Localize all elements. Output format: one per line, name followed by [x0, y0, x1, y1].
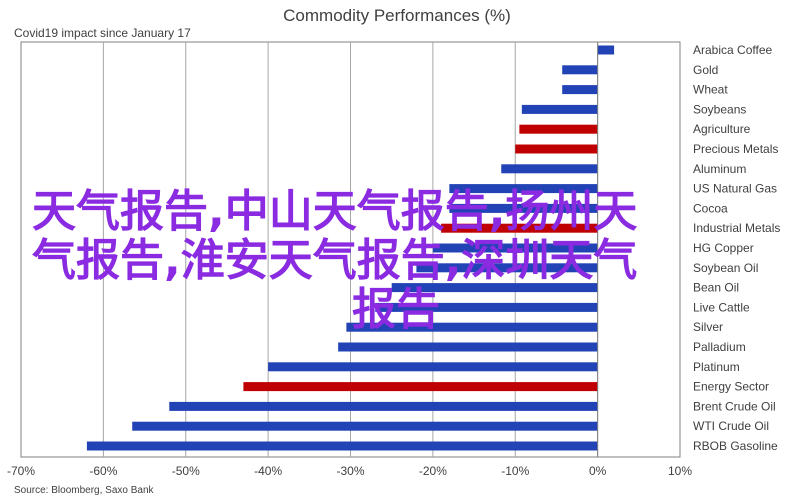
x-tick-label: -30% [336, 464, 364, 478]
bar [86, 441, 598, 451]
category-label: Cocoa [693, 201, 728, 215]
bar [268, 362, 598, 372]
bar [441, 223, 598, 233]
bars [86, 45, 615, 451]
bar [449, 203, 598, 213]
x-tick-label: -60% [89, 464, 117, 478]
bar [562, 65, 598, 75]
bar [169, 401, 598, 411]
category-label: Energy Sector [693, 380, 769, 394]
category-label: Aluminum [693, 162, 746, 176]
bar [132, 421, 598, 431]
category-label: Wheat [693, 83, 728, 97]
category-label: Arabica Coffee [693, 43, 772, 57]
bar [243, 382, 598, 392]
x-tick-label: -20% [419, 464, 447, 478]
category-label: Palladium [693, 340, 746, 354]
category-label: Soybean Oil [693, 261, 758, 275]
overlay-line-3: 报告 [352, 284, 440, 335]
category-label: Platinum [693, 360, 740, 374]
category-label: HG Copper [693, 241, 754, 255]
chart-source: Source: Bloomberg, Saxo Bank [14, 485, 155, 496]
x-tick-labels: -70% -60% -50% -40% -30% -20% -10% 0% 10% [7, 464, 692, 478]
category-label: Brent Crude Oil [693, 399, 776, 413]
bar [597, 45, 615, 55]
x-tick-label: -70% [7, 464, 35, 478]
category-label: Precious Metals [693, 142, 778, 156]
bar [416, 263, 598, 273]
x-tick-label: -10% [501, 464, 529, 478]
bar [391, 283, 598, 293]
bar [515, 144, 598, 154]
bar [521, 104, 598, 114]
x-tick-label: -40% [254, 464, 282, 478]
category-labels: Arabica Coffee Gold Wheat Soybeans Agricultu… [693, 43, 780, 453]
overlay-line-2: 气报告,淮安天气报告,深圳天气 [32, 235, 637, 286]
overlay-watermark: 天气报告,中山天气报告,扬州天 气报告,淮安天气报告,深圳天气 报告 [32, 186, 637, 335]
bar [562, 85, 598, 95]
chart-subtitle: Covid19 impact since January 17 [14, 26, 191, 40]
bar [432, 243, 598, 253]
overlay-line-1: 天气报告,中山天气报告,扬州天 [32, 186, 637, 237]
x-tick-label: 0% [589, 464, 607, 478]
category-label: Agriculture [693, 122, 751, 136]
bar [449, 184, 598, 194]
x-tick-label: 10% [668, 464, 692, 478]
category-label: Bean Oil [693, 281, 739, 295]
bar [338, 342, 598, 352]
category-label: RBOB Gasoline [693, 439, 778, 453]
category-label: Gold [693, 63, 718, 77]
category-label: Live Cattle [693, 300, 750, 314]
category-label: WTI Crude Oil [693, 419, 769, 433]
x-tick-label: -50% [172, 464, 200, 478]
bar [375, 302, 598, 312]
bar [501, 164, 598, 174]
bar [346, 322, 598, 332]
category-label: US Natural Gas [693, 182, 777, 196]
category-label: Industrial Metals [693, 221, 780, 235]
category-label: Silver [693, 320, 723, 334]
chart-title: Commodity Performances (%) [283, 6, 511, 25]
bar [519, 124, 598, 134]
category-label: Soybeans [693, 102, 746, 116]
